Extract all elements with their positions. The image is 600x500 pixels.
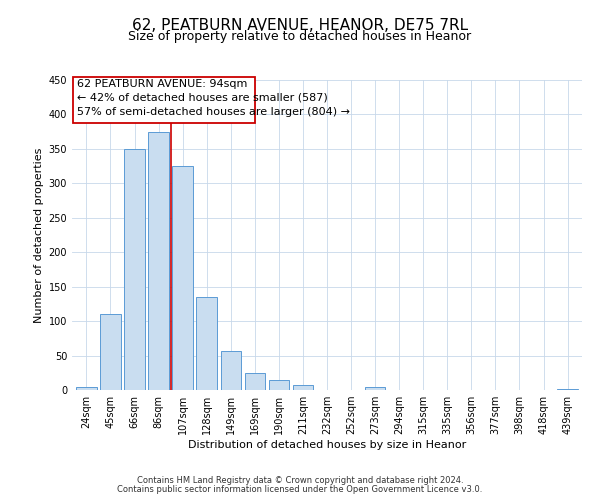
Bar [221,350,241,390]
Text: Size of property relative to detached houses in Heanor: Size of property relative to detached ho… [128,30,472,43]
Bar [245,373,265,390]
Bar [365,386,385,390]
Bar [124,149,145,390]
Text: 62 PEATBURN AVENUE: 94sqm
← 42% of detached houses are smaller (587)
57% of semi: 62 PEATBURN AVENUE: 94sqm ← 42% of detac… [77,78,350,116]
Bar [172,166,193,390]
Text: Contains HM Land Registry data © Crown copyright and database right 2024.: Contains HM Land Registry data © Crown c… [137,476,463,485]
Bar [269,380,289,390]
Y-axis label: Number of detached properties: Number of detached properties [34,148,44,322]
Text: 62, PEATBURN AVENUE, HEANOR, DE75 7RL: 62, PEATBURN AVENUE, HEANOR, DE75 7RL [132,18,468,32]
Bar [196,297,217,390]
Text: Contains public sector information licensed under the Open Government Licence v3: Contains public sector information licen… [118,485,482,494]
Bar [293,385,313,390]
Bar [557,388,578,390]
Bar [76,386,97,390]
X-axis label: Distribution of detached houses by size in Heanor: Distribution of detached houses by size … [188,440,466,450]
Bar [100,314,121,390]
Bar [148,132,169,390]
FancyBboxPatch shape [73,76,255,122]
